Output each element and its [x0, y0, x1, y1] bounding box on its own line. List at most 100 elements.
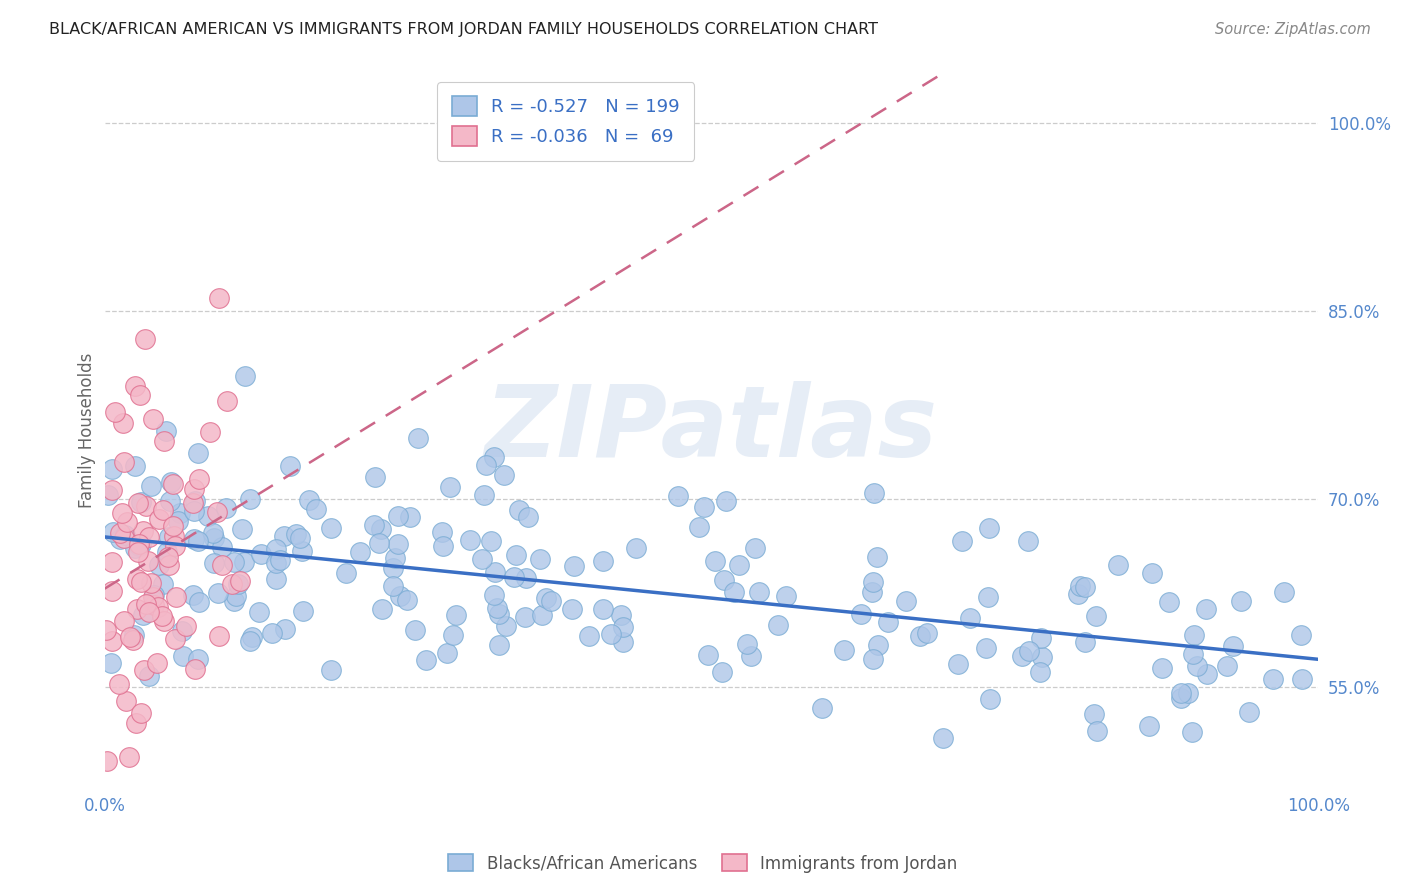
- Point: [264, 573, 287, 587]
- Point: [810, 700, 832, 714]
- Point: [482, 588, 505, 602]
- Point: [222, 555, 245, 569]
- Point: [141, 575, 163, 590]
- Point: [198, 425, 221, 440]
- Point: [472, 488, 495, 502]
- Point: [1031, 649, 1053, 664]
- Point: [108, 525, 131, 540]
- Point: [285, 527, 308, 541]
- Point: [1067, 587, 1090, 601]
- Point: [269, 553, 291, 567]
- Point: [952, 533, 974, 548]
- Point: [298, 492, 321, 507]
- Point: [534, 591, 557, 606]
- Point: [127, 572, 149, 586]
- Point: [384, 550, 406, 565]
- Point: [111, 506, 134, 520]
- Point: [723, 585, 745, 599]
- Point: [531, 608, 554, 623]
- Point: [129, 537, 152, 551]
- Point: [488, 607, 510, 622]
- Point: [247, 605, 270, 619]
- Point: [562, 559, 585, 574]
- Point: [697, 648, 720, 663]
- Point: [264, 556, 287, 570]
- Point: [1011, 648, 1033, 663]
- Point: [166, 591, 188, 605]
- Point: [291, 543, 314, 558]
- Point: [118, 750, 141, 764]
- Point: [862, 652, 884, 666]
- Point: [862, 485, 884, 500]
- Point: [111, 416, 134, 430]
- Point: [1074, 635, 1097, 649]
- Text: Source: ZipAtlas.com: Source: ZipAtlas.com: [1215, 22, 1371, 37]
- Point: [1170, 685, 1192, 699]
- Point: [184, 493, 207, 508]
- Point: [349, 545, 371, 559]
- Point: [1018, 643, 1040, 657]
- Point: [211, 558, 233, 573]
- Point: [97, 488, 120, 502]
- Point: [165, 539, 187, 553]
- Point: [1083, 707, 1105, 722]
- Point: [215, 500, 238, 515]
- Point: [959, 611, 981, 625]
- Point: [101, 483, 124, 497]
- Point: [239, 492, 262, 507]
- Point: [866, 550, 889, 565]
- Point: [101, 555, 124, 569]
- Point: [132, 608, 155, 623]
- Point: [121, 633, 143, 648]
- Point: [979, 521, 1001, 535]
- Point: [624, 541, 647, 556]
- Point: [101, 525, 124, 540]
- Point: [693, 500, 716, 515]
- Point: [100, 657, 122, 671]
- Point: [505, 549, 527, 563]
- Point: [264, 541, 287, 556]
- Point: [101, 462, 124, 476]
- Point: [744, 541, 766, 556]
- Point: [131, 706, 153, 720]
- Point: [834, 643, 856, 657]
- Point: [187, 533, 209, 548]
- Point: [112, 455, 135, 469]
- Point: [152, 503, 174, 517]
- Point: [1222, 639, 1244, 653]
- Point: [167, 514, 190, 528]
- Point: [197, 509, 219, 524]
- Point: [129, 574, 152, 589]
- Point: [371, 602, 394, 616]
- Point: [430, 525, 453, 540]
- Point: [946, 657, 969, 672]
- Point: [1073, 580, 1095, 594]
- Point: [1017, 533, 1039, 548]
- Point: [226, 577, 249, 591]
- Point: [1216, 658, 1239, 673]
- Point: [138, 530, 160, 544]
- Point: [217, 393, 239, 408]
- Point: [136, 554, 159, 568]
- Point: [156, 544, 179, 558]
- Point: [458, 533, 481, 547]
- Point: [1237, 705, 1260, 719]
- Text: ZIPatlas: ZIPatlas: [485, 382, 938, 478]
- Point: [1029, 665, 1052, 680]
- Point: [479, 534, 502, 549]
- Point: [737, 637, 759, 651]
- Point: [138, 669, 160, 683]
- Point: [703, 554, 725, 568]
- Point: [382, 579, 405, 593]
- Point: [170, 624, 193, 639]
- Point: [135, 597, 157, 611]
- Point: [208, 292, 231, 306]
- Point: [208, 629, 231, 643]
- Point: [517, 510, 540, 524]
- Point: [1029, 632, 1052, 646]
- Point: [152, 614, 174, 628]
- Point: [96, 754, 118, 768]
- Point: [1182, 628, 1205, 642]
- Point: [915, 626, 938, 640]
- Text: BLACK/AFRICAN AMERICAN VS IMMIGRANTS FROM JORDAN FAMILY HOUSEHOLDS CORRELATION C: BLACK/AFRICAN AMERICAN VS IMMIGRANTS FRO…: [49, 22, 879, 37]
